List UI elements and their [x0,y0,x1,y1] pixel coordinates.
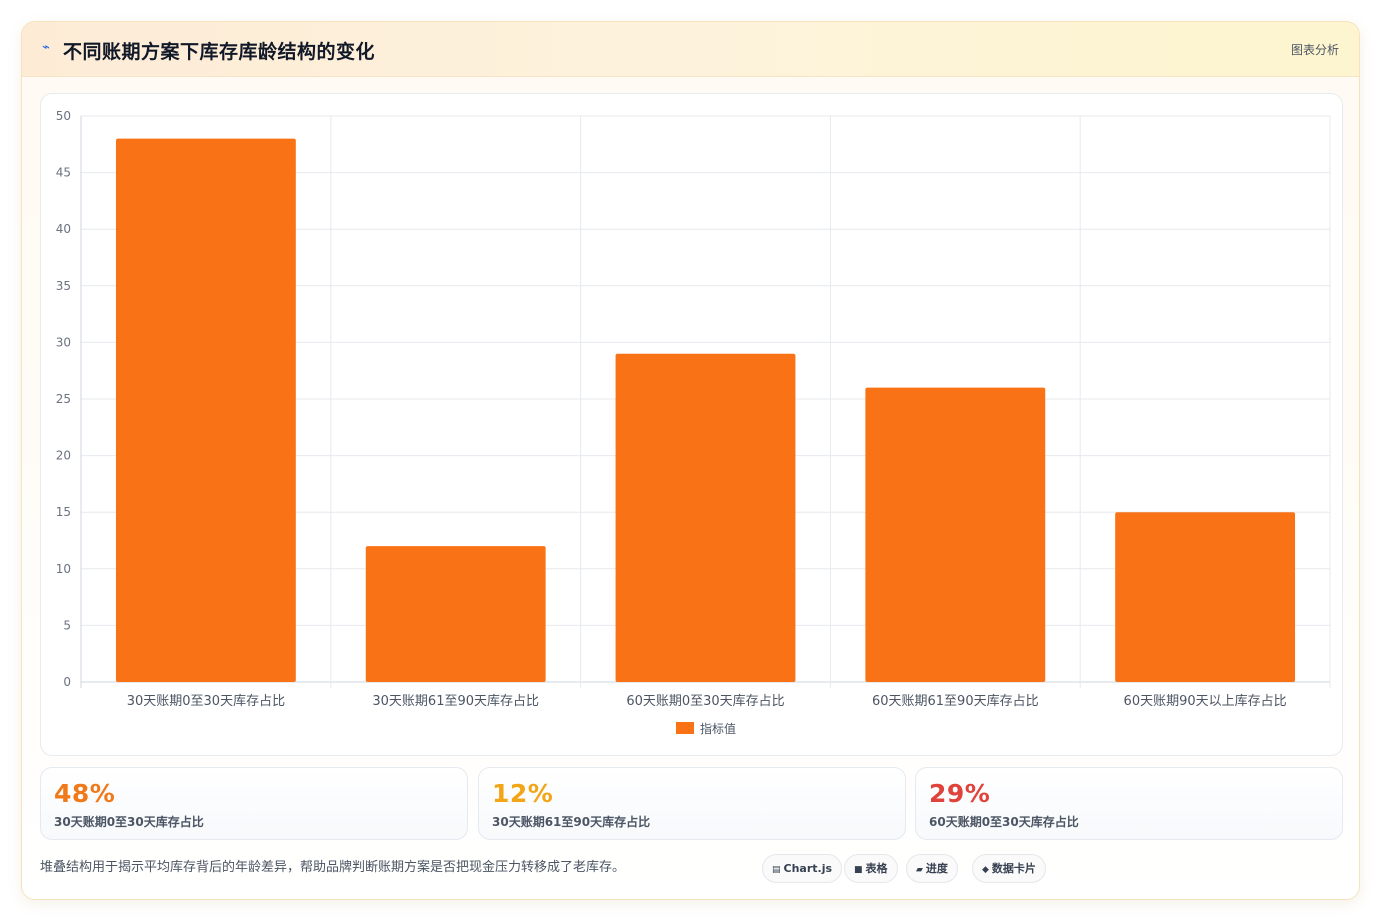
y-tick-label: 25 [56,392,71,406]
bar [865,387,1046,682]
bar [615,353,796,682]
stat-card-1: 48% 30天账期0至30天库存占比 [40,767,468,840]
y-tick-label: 20 [56,449,71,463]
stat-label: 60天账期0至30天库存占比 [929,815,1079,829]
y-tick-label: 45 [56,166,71,180]
chart-panel: 0 5 10 15 20 25 30 35 40 45 50 30天账期0至30天库存占比 30天账期6… [40,93,1343,756]
x-tick-label: 60天账期0至30天库存占比 [626,693,784,709]
x-tick-label: 60天账期90天以上库存占比 [1124,693,1287,709]
stat-label: 30天账期0至30天库存占比 [54,815,204,829]
card-header: ⌁ 不同账期方案下库存库龄结构的变化 图表分析 [22,22,1359,77]
y-tick-label: 15 [56,505,71,519]
header-tag: 图表分析 [1290,43,1339,57]
stat-card-2: 12% 30天账期61至90天库存占比 [478,767,906,840]
chip-progress[interactable]: ▰ 进度 [906,854,958,883]
legend-label: 指标值 [700,721,736,736]
bar [115,138,296,682]
chip-table[interactable]: ■ 表格 [844,854,898,883]
stat-value: 12% [492,779,554,808]
y-tick-label: 5 [63,618,71,632]
chip-label: 表格 [865,862,888,875]
chip-chartjs[interactable]: ▤ Chart.js [762,854,843,883]
legend-swatch [676,722,694,734]
bar [365,546,546,682]
y-tick-label: 50 [56,109,71,123]
card-icon: ◆ [982,865,989,875]
stat-value: 48% [54,779,116,808]
y-tick-label: 0 [63,675,71,689]
lightning-icon: ⌁ [42,40,50,55]
y-tick-label: 10 [56,562,71,576]
y-tick-label: 35 [56,279,71,293]
x-tick-label: 30天账期0至30天库存占比 [127,693,285,709]
chart-card: ⌁ 不同账期方案下库存库龄结构的变化 图表分析 0 5 10 15 20 25 30 35 40… [21,21,1360,900]
bar-chart: 0 5 10 15 20 25 30 35 40 45 50 30天账期0至30天库存占比 30天账期6… [56,109,1331,736]
x-tick-label: 30天账期61至90天库存占比 [372,693,539,709]
stat-label: 30天账期61至90天库存占比 [492,815,651,829]
chip-label: Chart.js [783,862,833,875]
y-tick-label: 40 [56,222,71,236]
chip-datacard[interactable]: ◆ 数据卡片 [972,854,1046,883]
x-tick-label: 60天账期61至90天库存占比 [872,693,1039,709]
stat-value: 29% [929,779,991,808]
bar [1115,512,1296,682]
page-title: 不同账期方案下库存库龄结构的变化 [63,41,376,63]
table-icon: ■ [854,865,863,875]
chip-label: 数据卡片 [991,862,1036,875]
footer-note: 堆叠结构用于揭示平均库存背后的年龄差异，帮助品牌判断账期方案是否把现金压力转移成… [40,860,626,875]
y-tick-label: 30 [56,335,71,349]
chart-icon: ▤ [772,865,781,875]
chip-label: 进度 [925,862,948,875]
progress-icon: ▰ [916,865,923,875]
stat-card-3: 29% 60天账期0至30天库存占比 [915,767,1343,840]
